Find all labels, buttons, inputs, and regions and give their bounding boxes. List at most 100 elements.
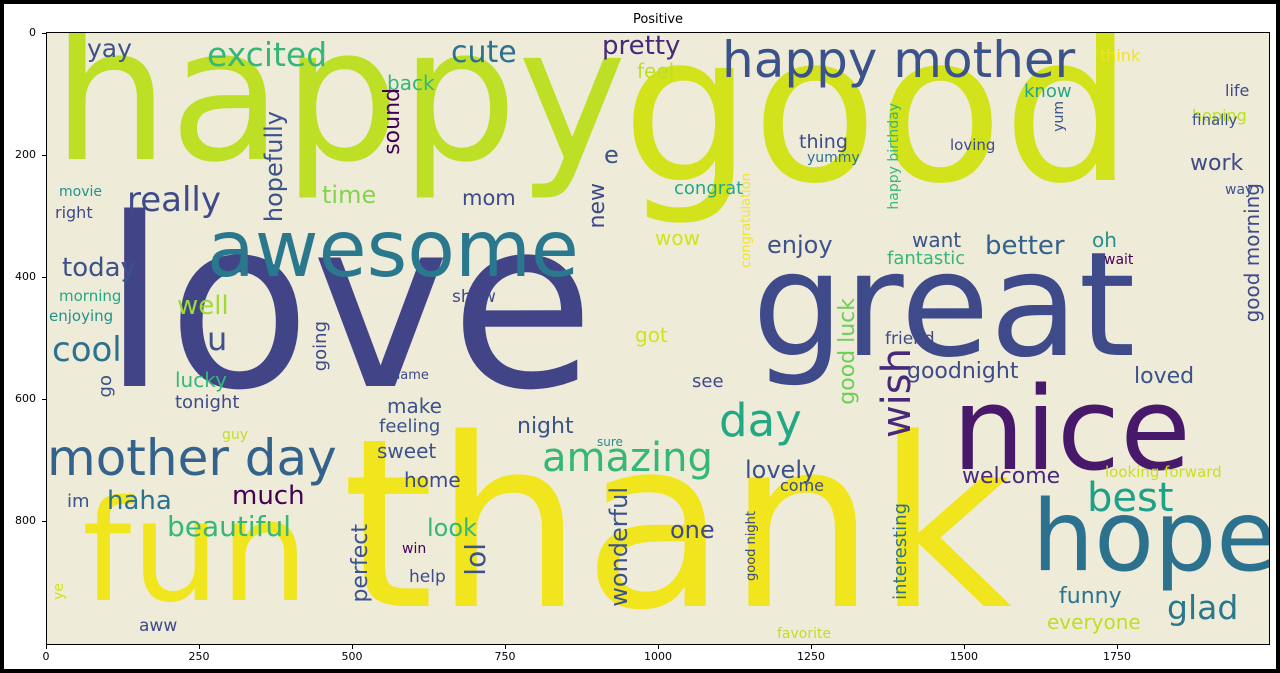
cloud-word: way — [1225, 182, 1254, 198]
cloud-word: come — [780, 476, 825, 495]
cloud-word: happy — [52, 32, 627, 203]
cloud-word: life — [1225, 81, 1250, 100]
cloud-word: night — [517, 414, 574, 439]
cloud-word: finally — [1192, 111, 1238, 129]
x-tick-label: 1000 — [644, 650, 672, 663]
cloud-word: aww — [139, 616, 178, 636]
cloud-word: im — [67, 491, 90, 512]
x-tick-mark — [352, 645, 353, 649]
cloud-word: help — [409, 567, 446, 587]
cloud-word: fantastic — [887, 248, 966, 269]
cloud-word: fun — [82, 471, 309, 634]
y-tick-mark — [42, 277, 46, 278]
word-cloud: love thank good happy great nice fun hope awesom… — [46, 32, 1270, 645]
cloud-word: enjoy — [767, 231, 833, 259]
x-tick-label: 250 — [188, 650, 210, 663]
cloud-word: time — [322, 181, 377, 209]
cloud-word: love — [102, 169, 595, 442]
y-tick-mark — [42, 399, 46, 400]
cloud-word: tonight — [175, 392, 240, 413]
cloud-word: home — [404, 468, 461, 492]
y-tick-mark — [42, 155, 46, 156]
cloud-word: lovely — [745, 456, 817, 484]
cloud-word: guy — [222, 427, 249, 443]
cloud-word: wait — [1104, 252, 1134, 268]
cloud-word: congrat — [674, 178, 744, 199]
cloud-word: well — [177, 291, 229, 321]
cloud-word: day — [719, 394, 802, 447]
cloud-word: u — [207, 320, 228, 358]
cloud-word: better — [985, 231, 1065, 261]
x-tick-label: 1750 — [1103, 650, 1131, 663]
y-tick-label: 0 — [29, 26, 36, 39]
cloud-word: friend — [885, 329, 935, 349]
cloud-word: good luck — [835, 298, 860, 405]
cloud-word: enjoying — [49, 307, 114, 325]
cloud-word: funny — [1059, 584, 1122, 609]
x-tick-label: 750 — [494, 650, 516, 663]
cloud-word: happy birthday — [886, 103, 902, 210]
x-tick-label: 1500 — [950, 650, 978, 663]
y-tick-mark — [42, 521, 46, 522]
cloud-word: amazing — [542, 435, 713, 481]
x-tick-label: 0 — [42, 650, 50, 663]
cloud-word: happy mother — [722, 32, 1076, 89]
cloud-word: ye — [51, 583, 67, 600]
cloud-word: loving — [950, 136, 996, 154]
cloud-word: right — [55, 203, 93, 222]
cloud-word: e — [604, 141, 619, 169]
cloud-word: lucky — [175, 368, 227, 392]
cloud-word: make — [387, 394, 442, 418]
cloud-word: great — [752, 221, 1136, 390]
cloud-word: much — [232, 481, 305, 511]
cloud-word: thank — [342, 389, 1013, 645]
cloud-word: movie — [59, 184, 102, 200]
cloud-word: today — [62, 253, 136, 283]
cloud-word: favorite — [777, 626, 832, 642]
cloud-word: sure — [597, 435, 623, 449]
cloud-word: awesome — [207, 205, 579, 295]
y-tick-label: 400 — [15, 270, 36, 283]
cloud-word: cute — [451, 35, 517, 70]
cloud-word: win — [402, 541, 427, 557]
cloud-word: new — [585, 183, 610, 229]
cloud-word: interesting — [890, 503, 911, 600]
cloud-word: good morning — [1240, 183, 1264, 323]
cloud-word: morning — [59, 287, 122, 305]
cloud-word: sweet — [377, 439, 437, 463]
cloud-word: sound — [380, 88, 405, 155]
cloud-word: look — [427, 514, 477, 542]
cloud-word: one — [670, 516, 715, 544]
x-tick-mark — [46, 645, 47, 649]
cloud-word: thing — [799, 131, 848, 153]
cloud-word: beautiful — [167, 510, 292, 543]
x-tick-mark — [1117, 645, 1118, 649]
cloud-word: hoping — [1192, 106, 1247, 125]
cloud-word: glad — [1167, 588, 1239, 627]
cloud-word: pretty — [602, 32, 681, 61]
cloud-word: back — [387, 71, 435, 95]
cloud-word: wonderful — [605, 487, 633, 607]
cloud-word: good night — [744, 511, 759, 581]
y-tick-label: 200 — [15, 148, 36, 161]
cloud-word: goodnight — [907, 359, 1019, 384]
cloud-word: yum — [1051, 101, 1067, 132]
x-tick-mark — [505, 645, 506, 649]
cloud-word: lol — [459, 543, 492, 576]
cloud-word: excited — [207, 35, 328, 74]
cloud-word: mom — [462, 186, 516, 210]
cloud-word: cool — [52, 330, 122, 370]
cloud-word: loved — [1134, 364, 1195, 389]
cloud-word: got — [635, 323, 668, 347]
cloud-word: perfect — [348, 524, 373, 603]
cloud-word: best — [1087, 475, 1174, 521]
cloud-word: yay — [87, 34, 132, 63]
y-tick-label: 800 — [15, 514, 36, 527]
x-tick-label: 500 — [341, 650, 363, 663]
cloud-word: going — [310, 321, 331, 372]
cloud-word: want — [912, 228, 962, 252]
x-tick-mark — [811, 645, 812, 649]
cloud-word: welcome — [962, 464, 1061, 489]
cloud-word: everyone — [1047, 610, 1141, 634]
y-tick-mark — [42, 33, 46, 34]
